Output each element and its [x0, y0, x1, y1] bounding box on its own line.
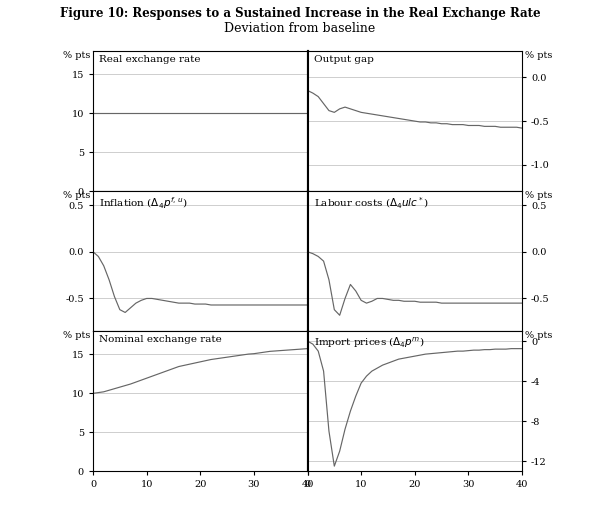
Text: Import prices ($\Delta_4 p^m$): Import prices ($\Delta_4 p^m$) — [314, 335, 425, 350]
Text: % pts: % pts — [525, 191, 553, 200]
Text: % pts: % pts — [62, 191, 90, 200]
Text: Inflation ($\Delta_4 p^{f,\,u}$): Inflation ($\Delta_4 p^{f,\,u}$) — [100, 195, 188, 211]
Text: Deviation from baseline: Deviation from baseline — [224, 22, 376, 35]
Text: % pts: % pts — [525, 331, 553, 340]
Text: Figure 10: Responses to a Sustained Increase in the Real Exchange Rate: Figure 10: Responses to a Sustained Incr… — [59, 7, 541, 19]
Text: % pts: % pts — [62, 51, 90, 60]
Text: Nominal exchange rate: Nominal exchange rate — [100, 335, 222, 344]
Text: % pts: % pts — [525, 51, 553, 60]
Text: Output gap: Output gap — [314, 55, 374, 64]
Text: % pts: % pts — [62, 331, 90, 340]
Text: Real exchange rate: Real exchange rate — [100, 55, 201, 64]
Text: Labour costs ($\Delta_4 ulc^*$): Labour costs ($\Delta_4 ulc^*$) — [314, 195, 429, 211]
